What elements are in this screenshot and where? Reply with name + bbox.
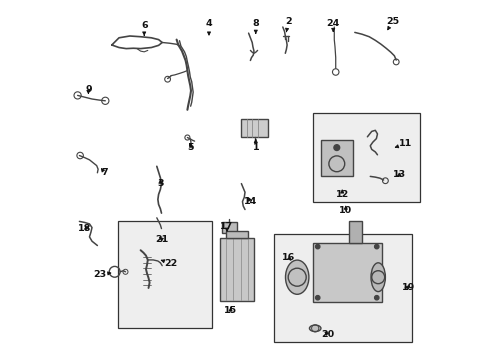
Text: 2: 2 [285, 17, 292, 32]
Text: 22: 22 [161, 259, 178, 268]
Circle shape [316, 244, 320, 249]
Text: 16: 16 [282, 253, 295, 262]
Text: 3: 3 [157, 179, 164, 188]
Text: 23: 23 [94, 270, 111, 279]
Circle shape [334, 145, 340, 150]
Circle shape [316, 296, 320, 300]
Text: 17: 17 [220, 222, 234, 231]
Ellipse shape [371, 263, 386, 292]
Ellipse shape [310, 325, 321, 332]
Text: 14: 14 [244, 197, 257, 206]
Bar [220, 238, 254, 301]
Bar [314, 243, 382, 302]
Text: 18: 18 [78, 224, 92, 233]
Text: 10: 10 [339, 206, 352, 215]
Text: 12: 12 [336, 190, 349, 199]
Bar [320, 140, 353, 176]
Bar [118, 221, 212, 328]
Text: 15: 15 [224, 306, 237, 315]
Bar [242, 119, 269, 137]
Text: 24: 24 [326, 19, 340, 31]
Text: 25: 25 [386, 17, 399, 30]
Text: 21: 21 [156, 235, 169, 244]
Circle shape [374, 244, 379, 249]
Bar [226, 231, 248, 238]
Bar [221, 222, 237, 233]
Text: 9: 9 [85, 85, 92, 94]
Text: 6: 6 [141, 21, 147, 35]
Ellipse shape [286, 260, 309, 294]
Text: 11: 11 [395, 139, 412, 148]
Text: 8: 8 [252, 19, 259, 33]
Text: 4: 4 [206, 19, 212, 35]
Text: 13: 13 [393, 170, 406, 179]
Text: 7: 7 [101, 168, 108, 177]
Text: 5: 5 [188, 143, 194, 152]
Text: 20: 20 [321, 330, 334, 339]
Bar [349, 221, 362, 243]
Bar [274, 234, 413, 342]
Text: 19: 19 [402, 283, 416, 292]
Circle shape [374, 296, 379, 300]
Bar [314, 113, 419, 202]
Text: 1: 1 [252, 140, 259, 152]
